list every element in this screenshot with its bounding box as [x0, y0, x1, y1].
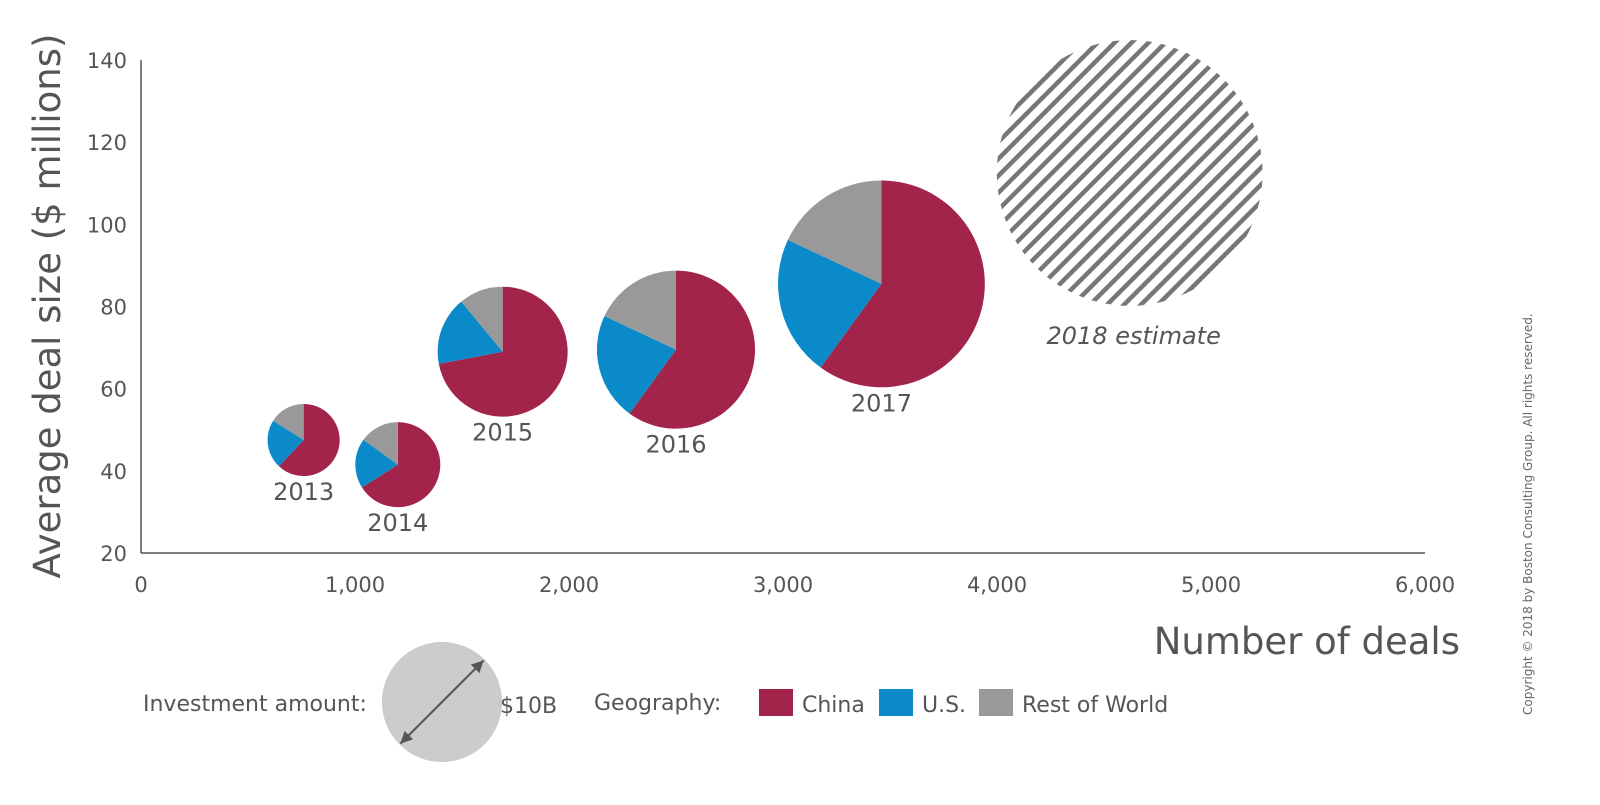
y-tick-label: 100 [87, 213, 127, 237]
x-tick-label: 4,000 [967, 573, 1027, 597]
y-tick-label: 120 [87, 131, 127, 155]
estimate-label: 2018 estimate [1047, 322, 1221, 350]
year-label-2016: 2016 [645, 431, 706, 459]
y-tick-label: 60 [100, 378, 127, 402]
x-tick-label: 1,000 [325, 573, 385, 597]
year-label-2013: 2013 [273, 478, 334, 506]
x-tick-label: 0 [134, 573, 147, 597]
size-legend-value: $10B [500, 694, 557, 719]
size-legend-title: Investment amount: [143, 692, 367, 717]
pie-slice-rest-of-world [604, 270, 676, 350]
pie-slice-rest-of-world [363, 422, 398, 465]
pie-slice-rest-of-world [273, 403, 304, 441]
pie-slice-rest-of-world [461, 286, 503, 352]
pie-slice-u-s [437, 301, 503, 364]
year-label-2014: 2014 [367, 509, 428, 537]
year-label-2017: 2017 [851, 389, 912, 417]
y-axis-title: Average deal size ($ millions) [26, 34, 69, 579]
copyright-text: Copyright © 2018 by Boston Consulting Gr… [1521, 313, 1535, 715]
size-legend-arrowhead-bottom [400, 730, 414, 744]
x-tick-label: 5,000 [1181, 573, 1241, 597]
pie-slice-china [278, 403, 340, 477]
x-tick-label: 3,000 [753, 573, 813, 597]
pie-slice-rest-of-world [787, 180, 882, 284]
pie-bubble-2015 [437, 286, 568, 417]
legend-label-rest-of-world: Rest of World [1022, 693, 1168, 718]
y-tick-label: 140 [87, 49, 127, 73]
x-tick-label: 6,000 [1395, 573, 1455, 597]
year-label-2015: 2015 [472, 419, 533, 447]
geography-legend-title: Geography: [594, 691, 721, 716]
legend-swatch-rest-of-world [979, 689, 1013, 716]
legend-swatch-u-s [879, 689, 913, 716]
pie-slice-china [361, 422, 441, 508]
y-tick-label: 20 [100, 542, 127, 566]
pie-bubble-2014 [355, 422, 441, 508]
pie-slice-u-s [355, 439, 398, 488]
estimate-bubble [996, 40, 1263, 306]
pie-slice-u-s [778, 239, 882, 368]
size-legend-arrowhead-top [470, 660, 484, 674]
pie-bubble-2017 [778, 180, 985, 388]
x-axis-title: Number of deals [1154, 620, 1460, 663]
x-tick-label: 2,000 [539, 573, 599, 597]
pie-bubble-2016 [596, 270, 756, 429]
size-legend-arrow-line [399, 659, 485, 745]
pie-slice-china [438, 286, 568, 417]
pie-slice-china [629, 270, 756, 429]
pie-bubble-2013 [267, 403, 340, 477]
legend-swatch-china [759, 689, 793, 716]
legend-label-china: China [802, 693, 865, 718]
legend-label-u-s: U.S. [922, 693, 966, 718]
y-tick-label: 40 [100, 460, 127, 484]
pie-slice-china [820, 180, 985, 388]
pie-slice-u-s [596, 315, 676, 414]
pie-slice-u-s [267, 420, 304, 467]
y-tick-label: 80 [100, 296, 127, 320]
